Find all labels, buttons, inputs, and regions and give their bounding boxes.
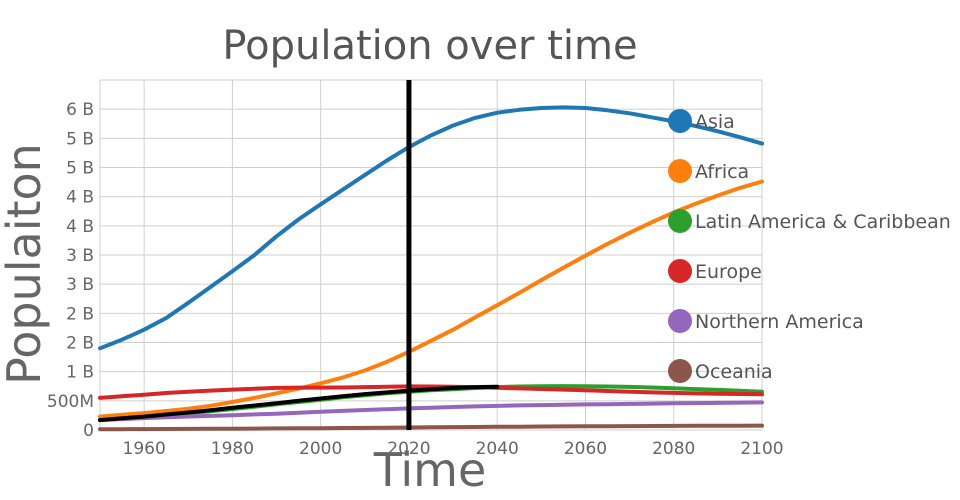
legend-marker <box>668 309 692 333</box>
y-tick-label: 3 B <box>66 246 94 266</box>
legend-label: Northern America <box>695 311 864 333</box>
legend-marker <box>668 259 692 283</box>
legend: Asia Africa Latin America & Caribbean Europ… <box>668 109 951 383</box>
series-line-asia <box>98 105 764 351</box>
legend-label: Europe <box>695 261 762 283</box>
x-tick-label: 1980 <box>211 439 254 459</box>
legend-marker <box>668 159 692 183</box>
y-tick-label: 1 B <box>66 363 94 383</box>
x-tick-label: 2060 <box>564 439 607 459</box>
legend-label: Oceania <box>695 361 773 383</box>
y-tick-label: 6 B <box>66 100 94 120</box>
y-axis-title: Populaiton <box>0 143 51 385</box>
legend-label: Asia <box>695 111 735 133</box>
legend-label: Latin America & Caribbean <box>695 211 951 233</box>
series-line-oceania <box>98 423 764 432</box>
y-tick-label: 5 B <box>66 159 94 179</box>
y-tick-label: 500M <box>47 392 94 412</box>
x-axis-ticks: 1960 1980 2000 2020 2040 2060 2080 2100 <box>123 439 784 459</box>
x-tick-label: 2020 <box>387 439 430 459</box>
grid <box>99 79 763 431</box>
x-axis-title: Time <box>373 443 487 497</box>
legend-marker <box>668 359 692 383</box>
y-tick-label: 2 B <box>66 304 94 324</box>
y-tick-label: 5 B <box>66 129 94 149</box>
series-line-northern-america <box>98 400 764 422</box>
y-tick-label: 3 B <box>66 275 94 295</box>
series-line-unlabeled <box>98 384 500 423</box>
y-axis-ticks: 0 500M 1 B 2 B 2 B 3 B 3 B 4 B 4 B 5 B 5 B 6 B <box>47 100 94 441</box>
x-tick-label: 2080 <box>652 439 695 459</box>
series-line-africa <box>98 179 764 419</box>
y-tick-label: 4 B <box>66 217 94 237</box>
series-lines <box>98 105 764 432</box>
x-tick-label: 2040 <box>476 439 519 459</box>
y-tick-label: 4 B <box>66 188 94 208</box>
chart-title: Population over time <box>222 23 637 69</box>
x-tick-label: 2100 <box>740 439 783 459</box>
x-tick-label: 2000 <box>299 439 342 459</box>
y-tick-label: 0 <box>83 421 94 441</box>
legend-label: Africa <box>695 161 749 183</box>
x-tick-label: 1960 <box>123 439 166 459</box>
y-tick-label: 2 B <box>66 334 94 354</box>
legend-marker <box>668 109 692 133</box>
series-line-europe <box>98 384 764 400</box>
legend-marker <box>668 209 692 233</box>
